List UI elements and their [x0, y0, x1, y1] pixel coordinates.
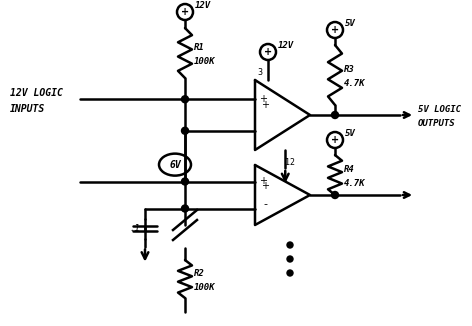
Text: 100K: 100K — [194, 283, 216, 291]
Text: R3: R3 — [344, 66, 355, 75]
Text: +: + — [181, 7, 189, 17]
Text: +: + — [264, 47, 272, 57]
Text: 4.7K: 4.7K — [344, 79, 365, 87]
Circle shape — [331, 191, 338, 199]
Text: +: + — [331, 135, 339, 145]
Circle shape — [287, 256, 293, 262]
Text: 3: 3 — [257, 68, 262, 77]
Text: 5V: 5V — [345, 129, 356, 138]
Text: 12: 12 — [285, 158, 295, 167]
Text: OUTPUTS: OUTPUTS — [418, 120, 455, 128]
Text: R4: R4 — [344, 166, 355, 174]
Circle shape — [182, 127, 188, 134]
Text: 12V LOGIC: 12V LOGIC — [10, 88, 63, 98]
Text: R1: R1 — [194, 42, 205, 52]
Text: INPUTS: INPUTS — [10, 104, 45, 114]
Text: 100K: 100K — [194, 56, 216, 66]
Text: +: + — [331, 25, 339, 35]
Text: 6V: 6V — [169, 160, 181, 170]
Circle shape — [182, 96, 188, 103]
Text: +: + — [259, 176, 267, 186]
Text: .1: .1 — [129, 224, 140, 233]
Text: 4.7K: 4.7K — [344, 179, 365, 187]
Text: 12V: 12V — [278, 41, 294, 50]
Text: R2: R2 — [194, 270, 205, 278]
Circle shape — [287, 270, 293, 276]
Circle shape — [182, 205, 188, 212]
Circle shape — [331, 111, 338, 118]
Text: 5V LOGIC: 5V LOGIC — [418, 106, 461, 114]
Text: 5V: 5V — [345, 19, 356, 28]
Text: +: + — [259, 94, 267, 104]
Text: +: + — [261, 99, 269, 110]
Text: -: - — [263, 199, 267, 209]
Circle shape — [287, 242, 293, 248]
Text: +: + — [261, 181, 269, 191]
Text: 12V: 12V — [195, 1, 211, 10]
Circle shape — [182, 178, 188, 185]
